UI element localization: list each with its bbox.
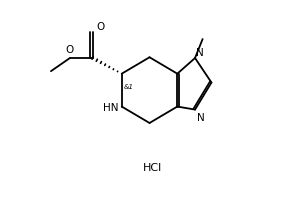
- Text: N: N: [197, 112, 205, 122]
- Text: &1: &1: [124, 83, 134, 89]
- Text: HCl: HCl: [142, 162, 162, 172]
- Text: N: N: [196, 48, 204, 58]
- Text: O: O: [97, 22, 105, 32]
- Text: O: O: [66, 45, 74, 55]
- Text: HN: HN: [103, 102, 119, 112]
